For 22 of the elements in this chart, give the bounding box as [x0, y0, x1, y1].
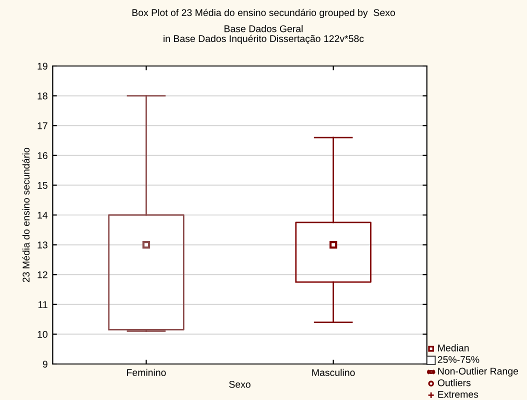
x-axis-title: Sexo — [229, 380, 250, 388]
y-tick-label: 18 — [38, 92, 48, 100]
text: Median — [438, 344, 469, 352]
y-tick-label: 13 — [38, 242, 48, 248]
x-tick-label: Feminino — [127, 368, 166, 376]
chart-title: Box Plot of 23 Média do ensino secundário grouped by Sexo — [132, 8, 395, 18]
chart-subtitle: Base Dados Geral in Base Dados Inquérito Dissertação 122v*58c — [164, 25, 364, 44]
y-tick-label: 10 — [38, 330, 48, 338]
y-tick-label: 19 — [38, 62, 48, 70]
y-tick-label: 15 — [38, 182, 48, 189]
y-tick-label: 16 — [38, 152, 48, 160]
y-tick-label: 11 — [38, 301, 48, 308]
y-tick-label: 17 — [38, 122, 48, 130]
y-axis-title: 23 Média do ensino secundário — [22, 148, 30, 282]
text: Non-Outlier Range — [438, 367, 518, 377]
y-tick-label: 9 — [42, 360, 48, 368]
text: Extremes — [438, 391, 478, 398]
y-tick-label: 14 — [38, 212, 48, 219]
y-tick-label: 12 — [38, 271, 48, 278]
text: Outliers — [438, 379, 471, 386]
text: 25%-75% — [438, 356, 480, 364]
x-tick-label: Masculino — [312, 368, 355, 376]
